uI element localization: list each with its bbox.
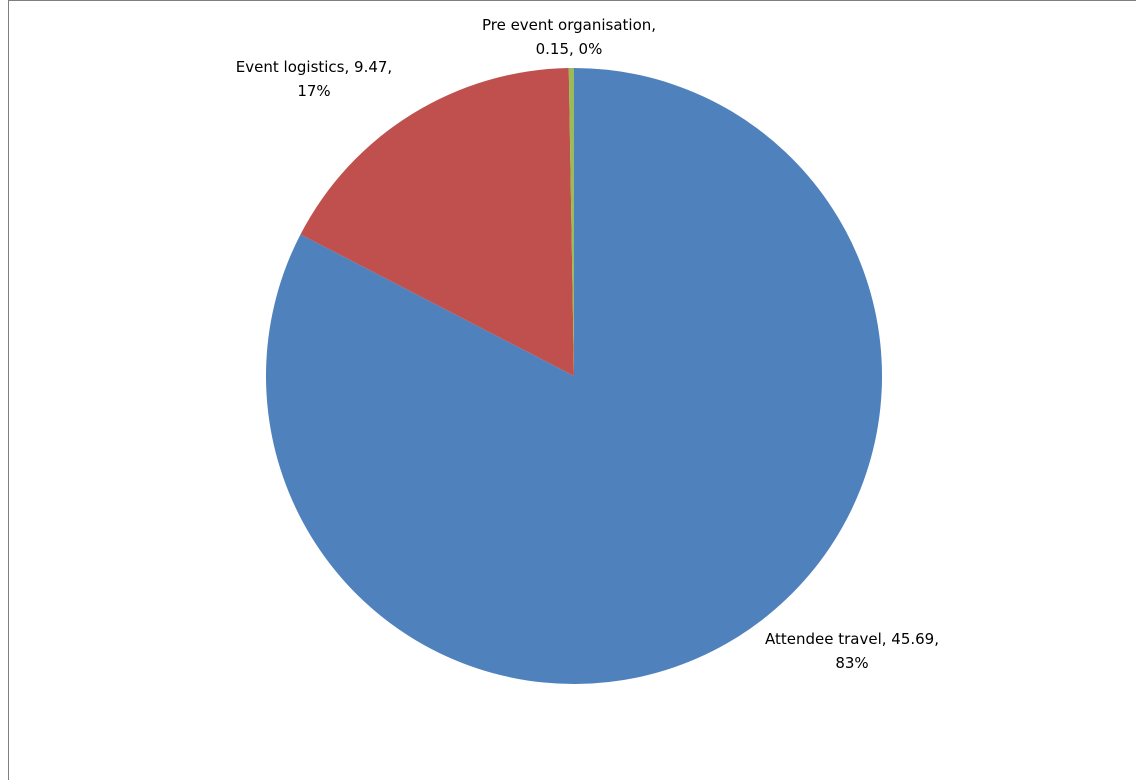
data-labels: Attendee travel, 45.69, 83% Event logistic… [236, 16, 939, 672]
data-label-line: Event logistics, 9.47, [236, 58, 392, 76]
chart-frame [8, 0, 1136, 780]
pie-slice-pre-event-organisation [568, 67, 574, 376]
data-label-line: 17% [297, 82, 330, 100]
data-label-line: 83% [835, 654, 868, 672]
data-label-pre-event-organisation: Pre event organisation, 0.15, 0% [482, 16, 656, 58]
data-label-attendee-travel: Attendee travel, 45.69, 83% [765, 630, 939, 672]
data-label-line: Pre event organisation, [482, 16, 656, 34]
pie-chart: Attendee travel, 45.69, 83% Event logistic… [236, 16, 939, 684]
pie-slice-event-logistics [300, 68, 574, 376]
data-label-line: Attendee travel, 45.69, [765, 630, 939, 648]
pie-slice-attendee-travel [266, 68, 883, 684]
pie-slices [266, 67, 883, 684]
data-label-line: 0.15, 0% [536, 40, 603, 58]
data-label-event-logistics: Event logistics, 9.47, 17% [236, 58, 392, 100]
